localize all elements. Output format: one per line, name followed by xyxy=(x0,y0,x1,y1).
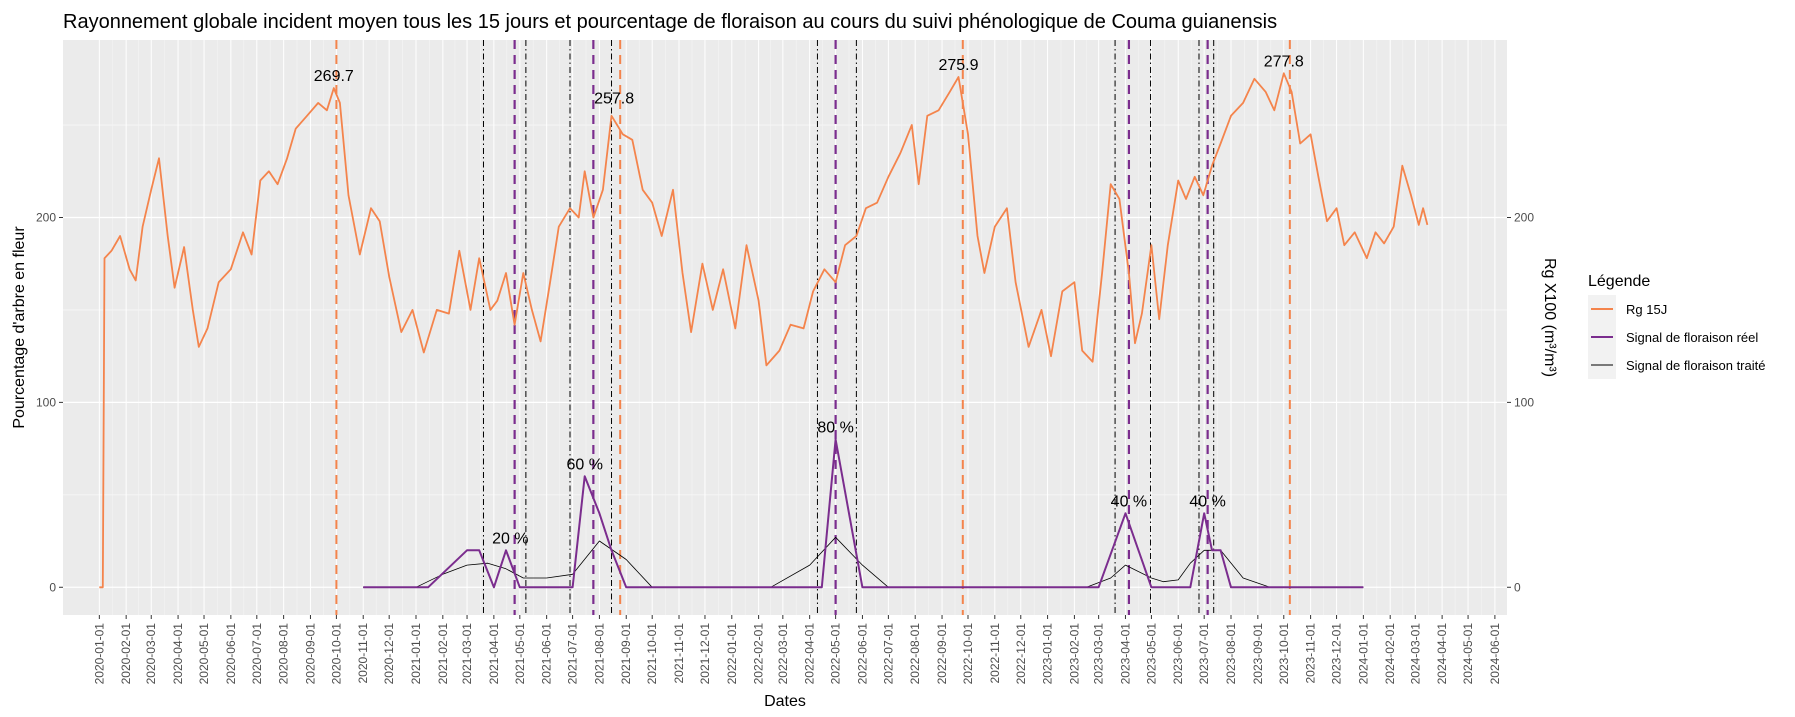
x-tick-label: 2022-09-01 xyxy=(935,623,949,685)
x-tick-label: 2023-06-01 xyxy=(1171,623,1185,685)
reference-lines xyxy=(335,40,1291,615)
annotation-label: 40 % xyxy=(1189,493,1225,510)
legend-label: Rg 15J xyxy=(1626,302,1667,317)
annotation-label: 20 % xyxy=(492,530,528,547)
legend: Légende Rg 15J Signal de floraison réel Si… xyxy=(1588,273,1765,379)
annotation-label: 257.8 xyxy=(594,90,634,107)
x-tick-label: 2020-05-01 xyxy=(197,623,211,685)
x-tick-label: 2024-03-01 xyxy=(1408,623,1422,685)
legend-label: Signal de floraison traité xyxy=(1626,358,1765,373)
x-axis: 2020-01-01 2020-02-01 2020-03-01 2020-04-01… xyxy=(92,615,1502,684)
x-tick-label: 2023-04-01 xyxy=(1118,623,1132,685)
annotation-label: 40 % xyxy=(1111,493,1147,510)
y-axis-left: 0 100 200 xyxy=(36,210,63,594)
x-tick-label: 2023-02-01 xyxy=(1067,623,1081,685)
x-axis-title: Dates xyxy=(764,693,806,710)
annotation-label: 277.8 xyxy=(1264,53,1304,70)
x-tick-label: 2022-02-01 xyxy=(752,623,766,685)
x-tick-label: 2020-02-01 xyxy=(119,623,133,685)
x-tick-label: 2021-01-01 xyxy=(409,623,423,685)
x-tick-label: 2023-01-01 xyxy=(1041,623,1055,685)
annotations: 269.7 257.8 275.9 277.8 20 % 60 % 80 % 40 % 40 % xyxy=(314,53,1304,547)
x-tick-label: 2021-11-01 xyxy=(672,623,686,684)
series-line xyxy=(99,72,1429,589)
x-tick-label: 2023-12-01 xyxy=(1330,623,1344,685)
x-tick-label: 2021-02-01 xyxy=(436,623,450,685)
x-tick-label: 2024-06-01 xyxy=(1488,623,1502,685)
x-tick-label: 2022-12-01 xyxy=(1014,623,1028,685)
x-tick-label: 2021-06-01 xyxy=(540,623,554,685)
x-tick-label: 2022-01-01 xyxy=(725,623,739,685)
x-tick-label: 2020-07-01 xyxy=(250,623,264,685)
x-tick-label: 2021-03-01 xyxy=(460,623,474,685)
y-axis-title: Pourcentage d'arbre en fleur xyxy=(11,226,28,429)
x-tick-label: 2022-03-01 xyxy=(776,623,790,685)
x-tick-label: 2022-10-01 xyxy=(961,623,975,685)
x-tick-label: 2020-06-01 xyxy=(224,623,238,685)
x-tick-label: 2020-08-01 xyxy=(277,623,291,685)
x-tick-label: 2023-05-01 xyxy=(1144,623,1158,685)
y2-tick-label: 0 xyxy=(1514,580,1521,594)
y2-axis-title: Rg X100 (m³/m³) xyxy=(1541,258,1558,377)
y2-tick-label: 200 xyxy=(1514,210,1534,224)
y-tick-label: 0 xyxy=(49,580,56,594)
legend-title: Légende xyxy=(1588,273,1650,290)
x-tick-label: 2024-05-01 xyxy=(1461,623,1475,685)
series-lines xyxy=(99,72,1429,589)
annotation-label: 80 % xyxy=(817,419,853,436)
x-tick-label: 2021-08-01 xyxy=(592,623,606,685)
x-tick-label: 2020-11-01 xyxy=(356,623,370,684)
x-tick-label: 2022-08-01 xyxy=(908,623,922,685)
x-tick-label: 2021-10-01 xyxy=(645,623,659,685)
x-tick-label: 2024-04-01 xyxy=(1435,623,1449,685)
x-tick-label: 2023-08-01 xyxy=(1224,623,1238,685)
x-tick-label: 2022-11-01 xyxy=(988,623,1002,684)
x-tick-label: 2023-07-01 xyxy=(1197,623,1211,685)
y2-tick-label: 100 xyxy=(1514,395,1534,409)
x-tick-label: 2020-01-01 xyxy=(92,623,106,685)
x-tick-label: 2023-10-01 xyxy=(1277,623,1291,685)
x-tick-label: 2022-07-01 xyxy=(881,623,895,685)
x-tick-label: 2022-04-01 xyxy=(803,623,817,685)
x-tick-label: 2021-09-01 xyxy=(619,623,633,685)
annotation-label: 60 % xyxy=(566,456,602,473)
plot-panel xyxy=(63,40,1507,615)
x-tick-label: 2023-09-01 xyxy=(1251,623,1265,685)
x-tick-label: 2023-03-01 xyxy=(1092,623,1106,685)
x-tick-label: 2020-10-01 xyxy=(329,623,343,685)
x-tick-label: 2020-12-01 xyxy=(382,623,396,685)
legend-label: Signal de floraison réel xyxy=(1626,330,1758,345)
x-tick-label: 2021-04-01 xyxy=(487,623,501,685)
x-tick-label: 2022-05-01 xyxy=(829,623,843,685)
x-tick-label: 2020-09-01 xyxy=(303,623,317,685)
x-tick-label: 2024-02-01 xyxy=(1383,623,1397,685)
y-tick-label: 100 xyxy=(36,395,56,409)
x-tick-label: 2021-12-01 xyxy=(698,623,712,685)
annotation-label: 269.7 xyxy=(314,68,354,85)
x-tick-label: 2023-11-01 xyxy=(1304,623,1318,684)
x-tick-label: 2021-05-01 xyxy=(513,623,527,685)
grid-lines xyxy=(63,40,1507,615)
x-tick-label: 2024-01-01 xyxy=(1356,623,1370,685)
x-tick-label: 2022-06-01 xyxy=(855,623,869,685)
x-tick-label: 2020-03-01 xyxy=(144,623,158,685)
x-tick-label: 2021-07-01 xyxy=(566,623,580,685)
chart-title: Rayonnement globale incident moyen tous … xyxy=(63,11,1277,33)
annotation-label: 275.9 xyxy=(938,57,978,74)
y-tick-label: 200 xyxy=(36,210,56,224)
y-axis-right: 0 100 200 xyxy=(1507,210,1534,594)
series-line xyxy=(363,438,1364,589)
x-tick-label: 2020-04-01 xyxy=(171,623,185,685)
